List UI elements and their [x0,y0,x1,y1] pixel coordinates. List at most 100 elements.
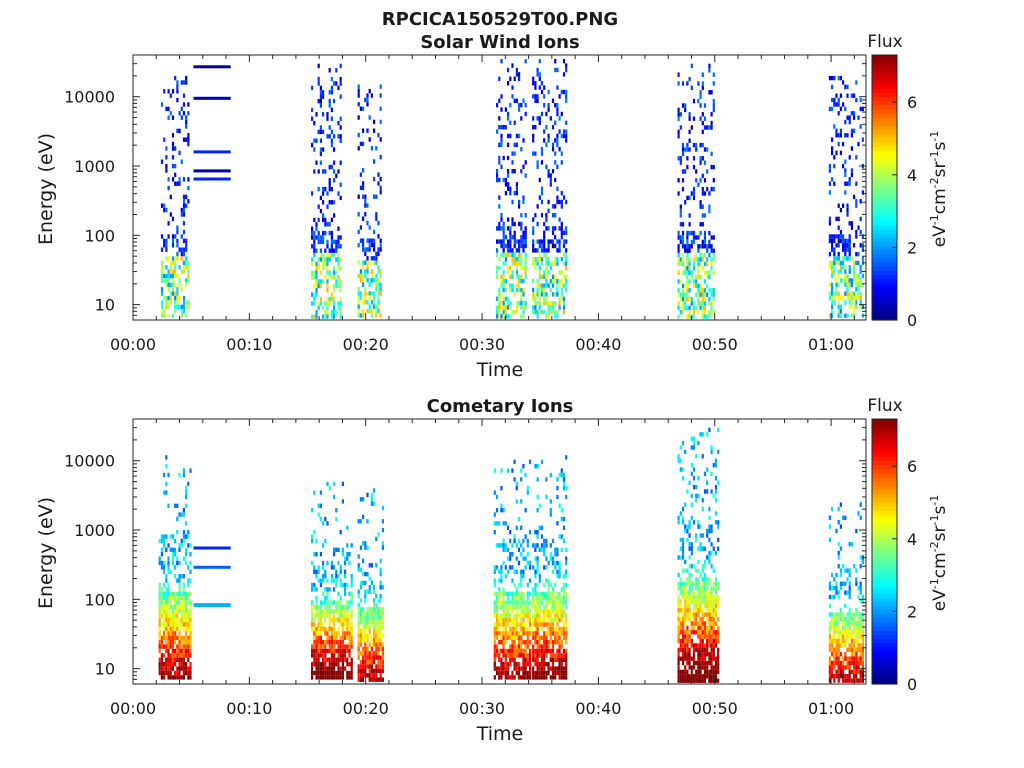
colorbar-tick-label: 2 [907,238,917,257]
colorbar-segment [872,431,897,437]
axes: 00:00 00:10 00:20 00:30 00:40 00:50 01:00 10 100… [64,54,867,354]
spectrogram-area [158,427,864,683]
flux-line [193,565,231,569]
colorbar-segment [872,83,897,89]
colorbar-segment [872,543,897,548]
colorbar-segment [872,576,897,582]
colorbar-segment [872,249,897,255]
colorbar-segment [872,427,897,433]
x-tick-label: 00:40 [575,335,621,354]
colorbar-segment [872,497,897,503]
colorbar-segment [872,266,897,271]
colorbar-segment [872,468,897,474]
colorbar-segment [872,92,897,98]
flux-burst [311,481,353,680]
colorbar-segment [872,539,897,544]
colorbar-tick-label: 4 [907,166,917,185]
colorbar-segment [872,270,897,276]
x-tick-label: 00:10 [226,335,272,354]
flux-burst [496,59,527,319]
x-tick-label: 00:00 [110,335,156,354]
colorbar-segment [872,584,897,590]
colorbar-segment [872,307,897,313]
x-tick-label: 00:30 [459,335,505,354]
x-tick-label: 01:00 [808,699,854,718]
axes: 00:00 00:10 00:20 00:30 00:40 00:50 01:00 10 100… [64,418,867,718]
colorbar-segment [872,125,897,131]
colorbar-segment [872,88,897,93]
colorbar-segment [872,75,897,81]
colorbar-segment [872,63,897,69]
colorbar-tick-label: 0 [907,311,917,330]
colorbar-segment [872,121,897,126]
colorbar-segment [872,191,897,197]
colorbar-segment [872,452,897,457]
colorbar-segment [872,79,897,85]
flux-burst [677,427,720,683]
colorbar-segment [872,435,897,441]
colorbar-tick-label: 4 [907,530,917,549]
colorbar-segment [872,224,897,230]
colorbar-segment [872,617,897,623]
colorbar-segment [872,518,897,524]
colorbar-segment [872,150,897,155]
y-tick-label: 10000 [64,452,115,471]
flux-line [193,177,231,181]
colorbar-segment [872,464,897,470]
colorbar-units: eV-1cm-2sr-1s-1 [928,495,950,612]
x-tick-label: 00:00 [110,699,156,718]
colorbar-segment [872,295,897,300]
colorbar-segment [872,419,897,424]
colorbar-segment [872,233,897,238]
y-tick-label: 100 [84,226,115,245]
colorbar-segment [872,423,897,428]
colorbar-segment [872,646,897,652]
colorbar-segment [872,476,897,482]
colorbar-segment [872,278,897,284]
x-tick-label: 00:50 [692,335,738,354]
colorbar-segment [872,460,897,466]
colorbar-segment [872,104,897,110]
colorbar-segment [872,220,897,226]
y-axis-label: Energy (eV) [35,133,57,245]
colorbar-segment [872,133,897,139]
colorbar-segment [872,315,897,321]
y-tick-label: 1000 [74,157,115,176]
colorbar-segment [872,55,897,60]
y-axis-label: Energy (eV) [35,497,57,609]
panel-cometary-ions: Cometary Ions 00:00 00:10 00:20 00:30 00:40 0… [35,396,950,745]
colorbar-segment [872,311,897,317]
colorbar-segment [872,609,897,615]
colorbar-segment [872,204,897,209]
flux-line [193,603,231,608]
colorbar-segment [872,195,897,201]
colorbar-segment [872,522,897,528]
colorbar-segment [872,179,897,184]
colorbar-tick-label: 6 [907,93,917,112]
colorbar-segment [872,170,897,176]
colorbar-segment [872,621,897,627]
y-tick-label: 10 [95,296,115,315]
colorbar-segment [872,489,897,495]
plot-frame [132,418,867,685]
colorbar-segment [872,568,897,573]
colorbar-segment [872,597,897,602]
colorbar-segment [872,443,897,449]
flux-burst [158,455,192,680]
colorbar-tick-label: 6 [907,457,917,476]
flux-line [193,65,231,69]
colorbar-segment [872,675,897,681]
colorbar-segment [872,100,897,106]
colorbar-segment [872,117,897,122]
colorbar-segment [872,237,897,242]
colorbar-segment [872,303,897,309]
colorbar-segment [872,572,897,577]
colorbar-segment [872,96,897,102]
colorbar-segment [872,634,897,640]
colorbar-segment [872,253,897,259]
colorbar-segment [872,526,897,532]
colorbar-segment [872,291,897,296]
colorbar-segment [872,71,897,77]
colorbar-segment [872,472,897,478]
